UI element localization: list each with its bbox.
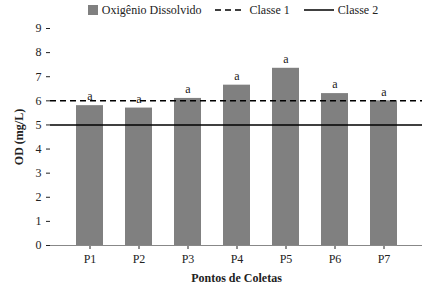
svg-text:P6: P6 xyxy=(329,252,342,266)
svg-text:OD (mg/L): OD (mg/L) xyxy=(12,109,26,165)
svg-text:2: 2 xyxy=(36,190,42,204)
svg-text:1: 1 xyxy=(36,214,42,228)
svg-text:a: a xyxy=(136,92,142,106)
svg-text:P2: P2 xyxy=(133,252,146,266)
svg-text:8: 8 xyxy=(36,45,42,59)
html-text:Oxigênio Dissolvido: Oxigênio Dissolvido xyxy=(101,2,202,17)
svg-text:a: a xyxy=(185,82,191,96)
svg-text:a: a xyxy=(87,89,93,104)
svg-text:P4: P4 xyxy=(231,252,244,266)
svg-text:P1: P1 xyxy=(84,252,97,266)
svg-text:Pontos de Coletas: Pontos de Coletas xyxy=(191,271,282,285)
svg-text:a: a xyxy=(381,85,387,99)
svg-text:a: a xyxy=(283,52,289,66)
html-text:Classe 1: Classe 1 xyxy=(249,2,290,17)
svg-text:7: 7 xyxy=(36,70,42,84)
svg-text:P5: P5 xyxy=(280,252,293,266)
html-text:Classe 2: Classe 2 xyxy=(337,2,379,17)
svg-text:6: 6 xyxy=(36,94,42,108)
svg-text:P7: P7 xyxy=(378,252,391,266)
svg-text:0: 0 xyxy=(36,238,42,252)
svg-text:9: 9 xyxy=(36,21,42,35)
svg-text:5: 5 xyxy=(36,118,42,132)
svg-text:a: a xyxy=(234,69,240,83)
svg-text:P3: P3 xyxy=(182,252,195,266)
svg-text:4: 4 xyxy=(36,142,42,156)
svg-text:a: a xyxy=(332,77,338,91)
svg-text:3: 3 xyxy=(36,166,42,180)
